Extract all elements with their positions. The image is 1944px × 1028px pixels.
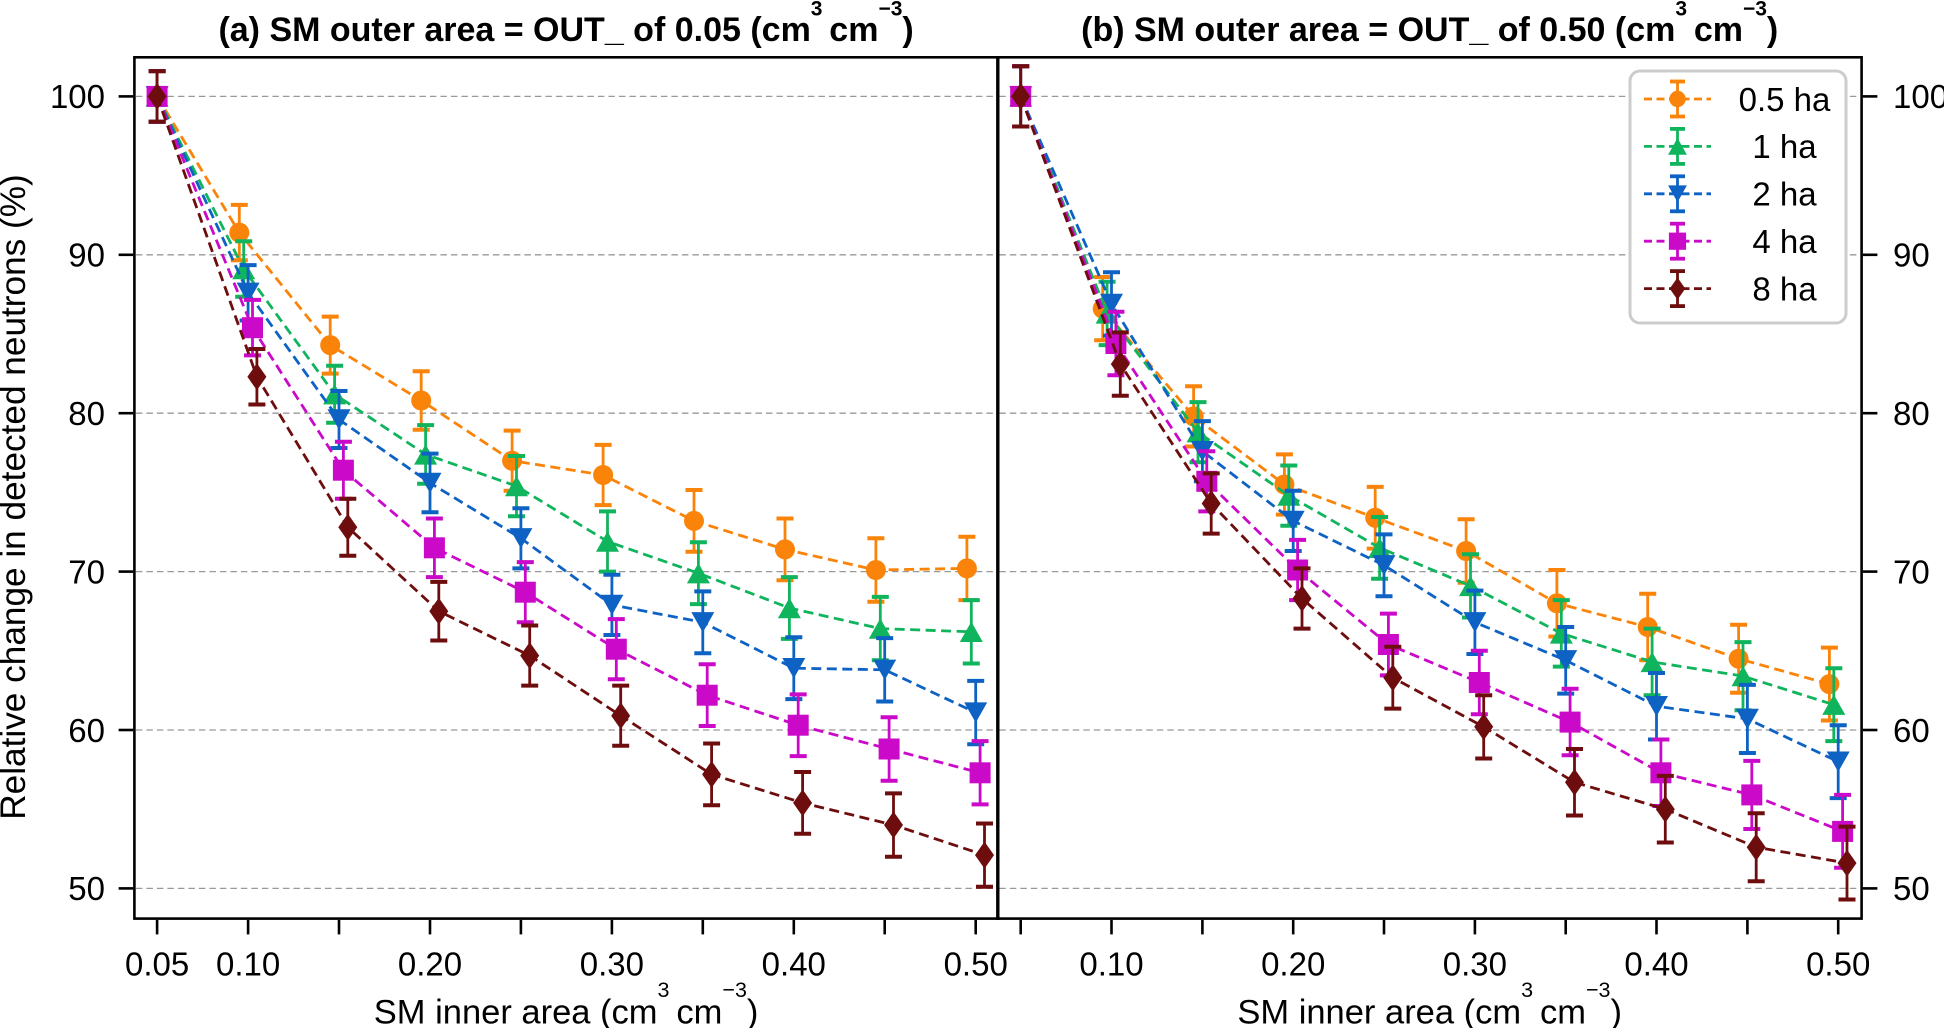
- svg-text:1 ha: 1 ha: [1752, 128, 1817, 165]
- svg-text:0.10: 0.10: [216, 946, 280, 983]
- svg-text:80: 80: [1893, 395, 1930, 432]
- svg-text:100: 100: [1893, 78, 1944, 115]
- svg-text:0.50: 0.50: [944, 946, 1008, 983]
- svg-text:90: 90: [68, 237, 105, 274]
- svg-text:50: 50: [68, 870, 105, 907]
- svg-text:90: 90: [1893, 237, 1930, 274]
- svg-text:0.50: 0.50: [1806, 946, 1870, 983]
- svg-text:70: 70: [1893, 553, 1930, 590]
- svg-text:0.05: 0.05: [125, 946, 189, 983]
- svg-text:50: 50: [1893, 870, 1930, 907]
- svg-text:0.10: 0.10: [1079, 946, 1143, 983]
- svg-text:2 ha: 2 ha: [1752, 176, 1817, 213]
- svg-text:80: 80: [68, 395, 105, 432]
- svg-text:0.30: 0.30: [1443, 946, 1507, 983]
- svg-text:8 ha: 8 ha: [1752, 270, 1817, 307]
- svg-text:4 ha: 4 ha: [1752, 223, 1817, 260]
- svg-text:0.5 ha: 0.5 ha: [1739, 81, 1831, 118]
- svg-text:0.30: 0.30: [580, 946, 644, 983]
- svg-text:0.20: 0.20: [398, 946, 462, 983]
- svg-text:100: 100: [50, 78, 105, 115]
- svg-text:60: 60: [68, 712, 105, 749]
- svg-text:60: 60: [1893, 712, 1930, 749]
- svg-text:0.40: 0.40: [762, 946, 826, 983]
- svg-text:Relative change in detected ne: Relative change in detected neutrons (%): [0, 174, 33, 820]
- svg-text:0.40: 0.40: [1624, 946, 1688, 983]
- svg-text:70: 70: [68, 553, 105, 590]
- svg-text:0.20: 0.20: [1261, 946, 1325, 983]
